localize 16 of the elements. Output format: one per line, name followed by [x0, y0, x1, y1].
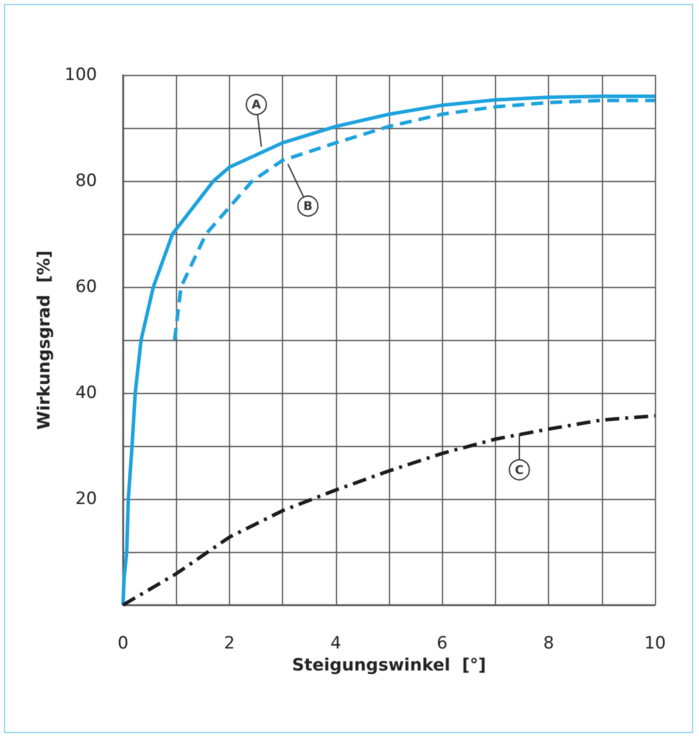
x-tick-label: 10	[644, 634, 666, 654]
x-tick-label: 0	[118, 634, 128, 654]
x-tick-label: 6	[436, 634, 448, 654]
y-tick-label: 40	[75, 383, 97, 403]
y-axis-title: Wirkungsgrad [%]	[34, 250, 54, 430]
annotation: A	[252, 98, 262, 112]
y-tick-label: 20	[75, 489, 97, 509]
x-tick-label: 2	[224, 634, 235, 654]
x-axis-title: Steigungswinkel [°]	[292, 656, 486, 676]
x-tick-label: 8	[543, 634, 554, 654]
annotation: B	[303, 199, 312, 214]
y-tick-label: 60	[75, 277, 97, 297]
x-tick-label: 4	[330, 634, 342, 654]
annotation: C	[514, 462, 524, 477]
y-tick-label: 100	[64, 65, 97, 85]
y-tick-label: 80	[75, 171, 97, 191]
